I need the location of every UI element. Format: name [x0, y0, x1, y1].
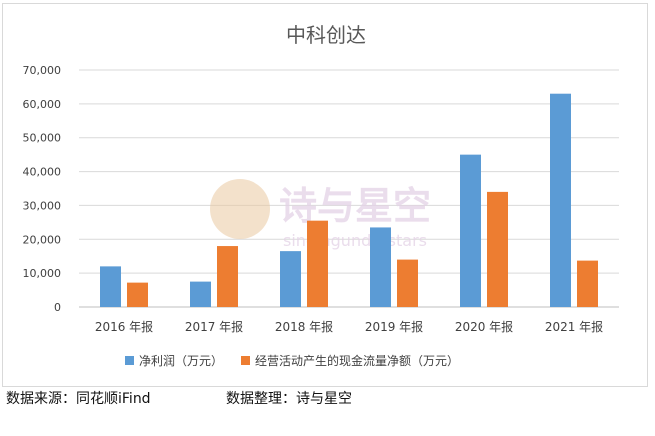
y-tick-label: 40,000 [23, 166, 62, 179]
legend-swatch [241, 356, 250, 365]
data-source-note: 数据来源：同花顺iFind [6, 391, 151, 407]
x-axis: 2016 年报 2017 年报 2018 年报 2019 年报 2020 年报 2021 … [95, 319, 603, 334]
bar-operating-cash-flow [127, 282, 148, 307]
bar-net-profit [460, 154, 481, 307]
x-tick-label: 2019 年报 [365, 319, 423, 334]
watermark-text: 诗与星空 [279, 184, 431, 228]
chart-frame: 中科创达 诗与星空 singingunderstars 0 10,000 20,00… [2, 3, 648, 387]
x-tick-label: 2017 年报 [185, 319, 243, 334]
bar-net-profit [280, 251, 301, 307]
bar-operating-cash-flow [397, 259, 418, 307]
legend-label: 经营活动产生的现金流量净额（万元） [255, 353, 459, 368]
bar-operating-cash-flow [217, 246, 238, 307]
x-tick-label: 2018 年报 [275, 319, 333, 334]
footer: 数据来源：同花顺iFind 数据整理：诗与星空 [0, 388, 655, 416]
watermark-subtext: singingunderstars [283, 231, 427, 250]
gridlines [79, 69, 619, 308]
y-tick-label: 0 [54, 301, 61, 314]
legend-swatch [125, 356, 134, 365]
bar-chart: 中科创达 诗与星空 singingunderstars 0 10,000 20,00… [23, 23, 619, 368]
bar-net-profit [370, 227, 391, 307]
bar-operating-cash-flow [487, 191, 508, 307]
bar-operating-cash-flow [307, 220, 328, 307]
legend-label: 净利润（万元） [139, 354, 223, 368]
y-axis: 0 10,000 20,000 30,000 40,000 50,000 60,000 70,… [23, 64, 62, 314]
legend: 净利润（万元） 经营活动产生的现金流量净额（万元） [125, 353, 459, 368]
x-tick-label: 2020 年报 [455, 319, 513, 334]
bar-operating-cash-flow [577, 260, 598, 307]
y-tick-label: 10,000 [23, 267, 62, 280]
y-tick-label: 60,000 [23, 98, 62, 111]
bars [100, 93, 598, 307]
y-tick-label: 30,000 [23, 199, 62, 212]
y-tick-label: 70,000 [23, 64, 62, 77]
watermark-logo [210, 179, 270, 239]
chart-title: 中科创达 [286, 23, 366, 47]
bar-net-profit [550, 93, 571, 307]
y-tick-label: 50,000 [23, 132, 62, 145]
bar-net-profit [100, 266, 121, 307]
x-tick-label: 2016 年报 [95, 319, 153, 334]
x-tick-label: 2021 年报 [545, 319, 603, 334]
bar-net-profit [190, 281, 211, 307]
data-organizer-note: 数据整理：诗与星空 [226, 391, 352, 407]
y-tick-label: 20,000 [23, 233, 62, 246]
